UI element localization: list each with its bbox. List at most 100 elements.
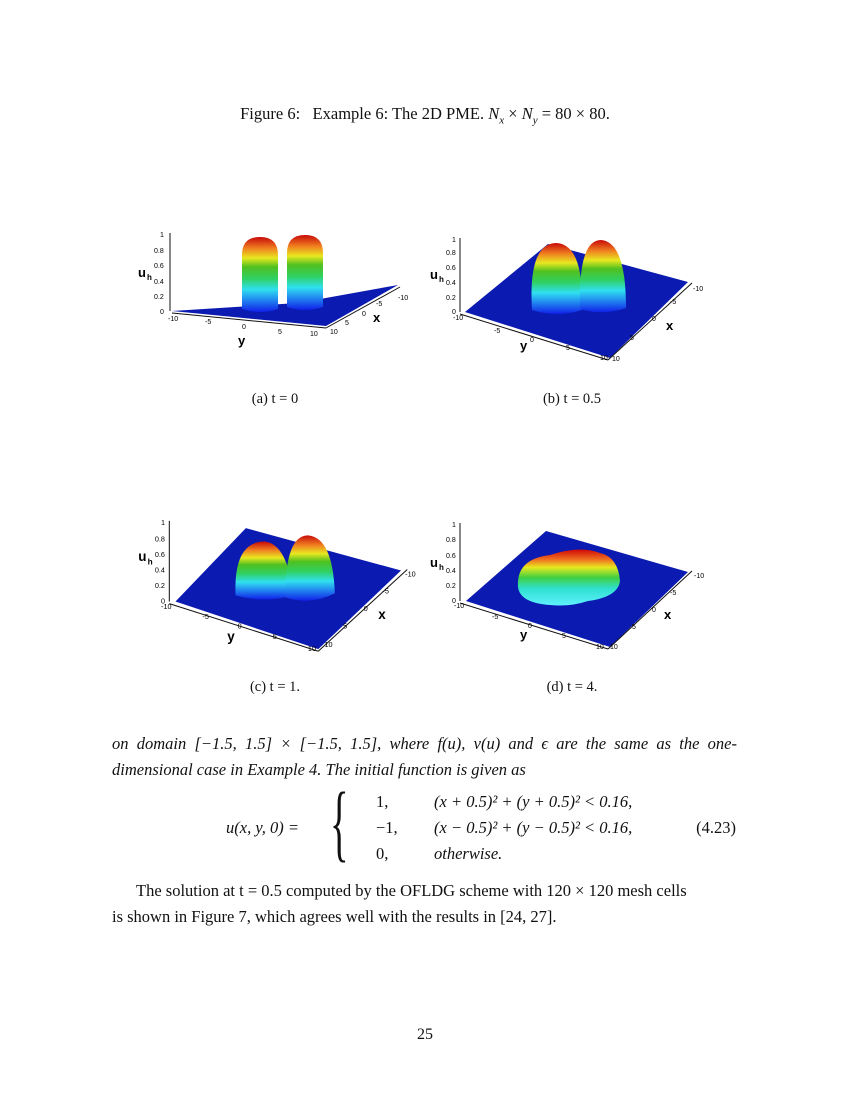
paragraph-line: The solution at t = 0.5 computed by the …: [136, 881, 687, 900]
svg-text:-10: -10: [453, 315, 463, 322]
merged-bump: [517, 549, 620, 606]
bump-left: [531, 243, 583, 314]
bump-right: [579, 240, 626, 313]
plot-panel-b: 1 0.8 0.6 0.4 0.2 0 u h -10 -5 0 5 10 y …: [420, 225, 720, 375]
svg-text:0.4: 0.4: [155, 566, 165, 575]
svg-text:-5: -5: [205, 319, 211, 326]
svg-text:5: 5: [345, 320, 349, 327]
svg-text:10: 10: [600, 355, 608, 362]
case-condition: (x + 0.5)² + (y + 0.5)² < 0.16,: [434, 792, 633, 811]
svg-text:0: 0: [161, 597, 165, 606]
plot-panel-c: 1 0.8 0.6 0.4 0.2 0 u h -10 -5 0 5 10 y …: [130, 510, 430, 660]
paragraph-line: dimensional case in Example 4. The initi…: [112, 760, 526, 779]
svg-text:x: x: [666, 318, 674, 333]
equation-case-2: −1, (x − 0.5)² + (y − 0.5)² < 0.16,: [376, 818, 632, 838]
svg-text:-10: -10: [405, 570, 415, 579]
figure-caption: Figure 6: Example 6: The 2D PME. Nx × Ny…: [0, 104, 850, 126]
svg-text:0.8: 0.8: [155, 535, 165, 544]
paragraph-solution: The solution at t = 0.5 computed by the …: [112, 878, 737, 930]
svg-text:u: u: [430, 267, 438, 282]
svg-text:1: 1: [452, 522, 456, 529]
left-brace: {: [330, 774, 349, 870]
svg-text:0.2: 0.2: [446, 583, 456, 590]
equation-case-3: 0, otherwise.: [376, 844, 502, 864]
svg-text:y: y: [238, 333, 246, 348]
surface-plot-c: 1 0.8 0.6 0.4 0.2 0 u h -10 -5 0 5 10 y …: [138, 518, 415, 653]
svg-text:-5: -5: [376, 301, 382, 308]
svg-text:0: 0: [530, 337, 534, 344]
svg-text:h: h: [439, 275, 444, 284]
svg-text:-10: -10: [168, 316, 178, 323]
svg-text:y: y: [520, 627, 528, 642]
svg-text:h: h: [148, 557, 153, 566]
svg-text:0.8: 0.8: [446, 250, 456, 257]
svg-text:u: u: [430, 555, 438, 570]
svg-text:1: 1: [161, 518, 165, 527]
subcaption-a: (a) t = 0: [251, 391, 299, 407]
svg-text:x: x: [664, 607, 672, 622]
svg-text:0.8: 0.8: [154, 248, 164, 255]
equation-4-23: u(x, y, 0) = { 1, (x + 0.5)² + (y + 0.5)²…: [226, 779, 746, 868]
svg-text:-5: -5: [382, 586, 388, 595]
svg-text:0.8: 0.8: [446, 537, 456, 544]
svg-text:0: 0: [362, 311, 366, 318]
subcaption-c: (c) t = 1.: [249, 679, 301, 695]
case-value: 0,: [376, 844, 389, 863]
page-number: 25: [417, 1026, 433, 1043]
svg-text:0: 0: [452, 598, 456, 605]
svg-text:x: x: [378, 607, 386, 622]
svg-text:0: 0: [238, 621, 242, 630]
svg-text:5: 5: [278, 329, 282, 336]
svg-text:-10: -10: [454, 603, 464, 610]
plot-panel-a: 1 0.8 0.6 0.4 0.2 0 u h -10 -5 0 5 10 y …: [130, 215, 430, 365]
svg-text:5: 5: [632, 624, 636, 631]
case-condition: otherwise.: [434, 844, 503, 863]
svg-text:0: 0: [652, 316, 656, 323]
times-symbol: ×: [508, 104, 518, 123]
svg-text:-5: -5: [670, 299, 676, 306]
surface-plot-d: 1 0.8 0.6 0.4 0.2 0 u h -10 -5 0 5 10 y …: [430, 522, 704, 651]
svg-text:0.4: 0.4: [154, 279, 164, 286]
svg-text:h: h: [147, 273, 152, 282]
svg-text:0.6: 0.6: [154, 263, 164, 270]
svg-text:0.2: 0.2: [154, 294, 164, 301]
case-condition: (x − 0.5)² + (y − 0.5)² < 0.16,: [434, 818, 633, 837]
svg-text:10: 10: [330, 329, 338, 336]
svg-text:5: 5: [562, 633, 566, 640]
bump-right: [285, 535, 335, 601]
svg-text:x: x: [373, 310, 381, 325]
svg-text:1: 1: [160, 232, 164, 239]
base-plane: [172, 285, 398, 326]
svg-text:-5: -5: [202, 612, 208, 621]
svg-text:-10: -10: [161, 602, 171, 611]
svg-text:10: 10: [310, 331, 318, 338]
svg-text:-5: -5: [494, 328, 500, 335]
paragraph-line: is shown in Figure 7, which agrees well …: [112, 907, 557, 926]
svg-text:0.4: 0.4: [446, 280, 456, 287]
svg-text:0.2: 0.2: [155, 581, 165, 590]
svg-text:5: 5: [343, 621, 347, 630]
case-value: −1,: [376, 818, 398, 837]
svg-text:0: 0: [652, 607, 656, 614]
svg-text:h: h: [439, 563, 444, 572]
svg-text:5: 5: [273, 632, 277, 641]
equation-case-1: 1, (x + 0.5)² + (y + 0.5)² < 0.16,: [376, 792, 632, 812]
surface-plot-a: 1 0.8 0.6 0.4 0.2 0 u h -10 -5 0 5 10 y …: [138, 232, 408, 348]
svg-text:-10: -10: [693, 286, 703, 293]
figure-label: Figure 6:: [240, 104, 301, 123]
case-value: 1,: [376, 792, 389, 811]
figure-title: Example 6: The 2D PME.: [312, 104, 485, 123]
svg-text:5: 5: [566, 345, 570, 352]
svg-text:0: 0: [160, 309, 164, 316]
svg-text:10: 10: [324, 640, 332, 649]
svg-text:10: 10: [596, 644, 604, 651]
svg-text:10: 10: [610, 644, 618, 651]
svg-text:10: 10: [612, 356, 620, 363]
svg-text:0.2: 0.2: [446, 295, 456, 302]
svg-text:-10: -10: [694, 573, 704, 580]
svg-text:0.6: 0.6: [155, 550, 165, 559]
paragraph-line: on domain [−1.5, 1.5] × [−1.5, 1.5], whe…: [112, 734, 737, 753]
svg-text:0.6: 0.6: [446, 265, 456, 272]
svg-text:-5: -5: [492, 614, 498, 621]
svg-text:u: u: [138, 549, 146, 564]
